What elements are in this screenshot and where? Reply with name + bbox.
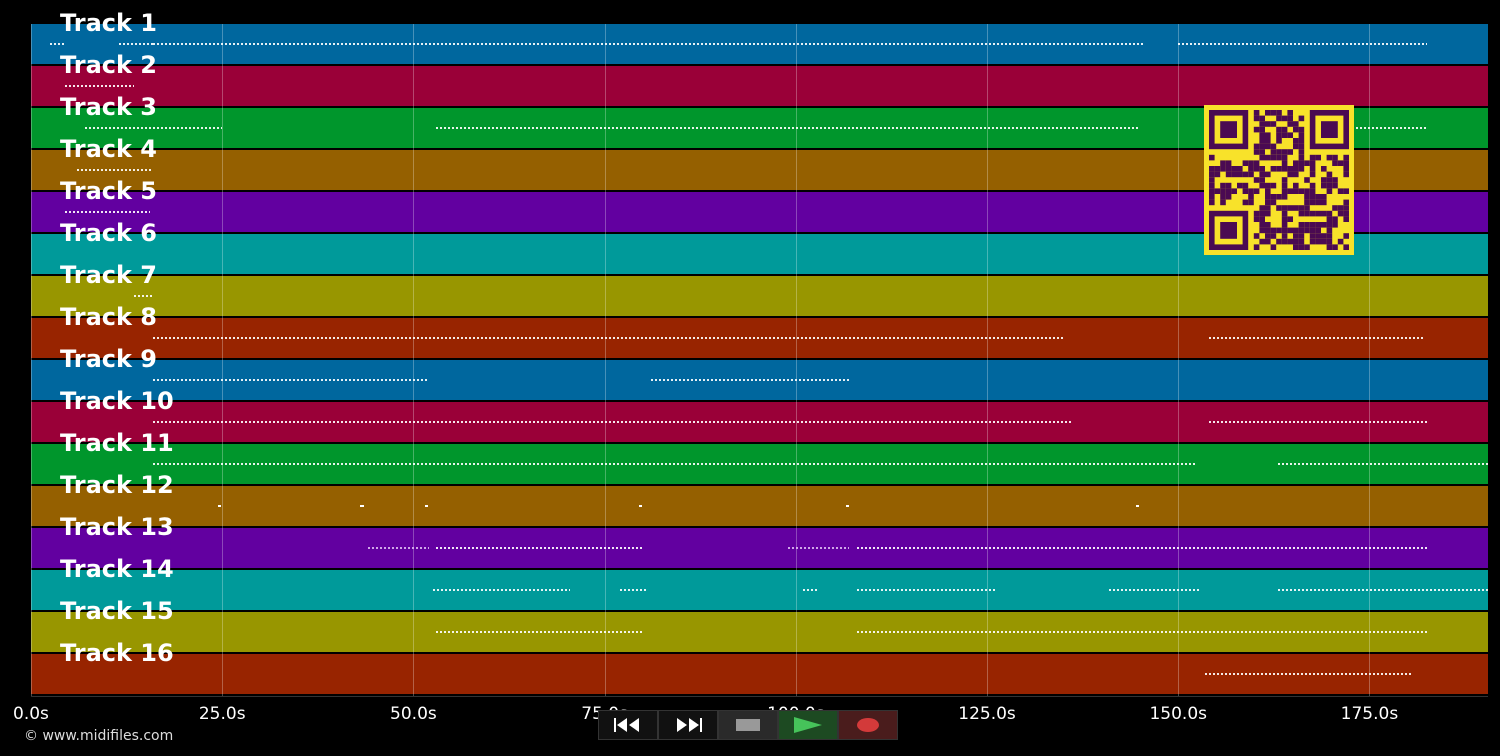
track-2-label: Track 2 xyxy=(60,51,158,79)
note-segment xyxy=(65,85,135,87)
note-segment xyxy=(845,505,849,507)
note-segment xyxy=(857,631,1427,633)
note-segment xyxy=(153,421,1072,423)
time-axis-line xyxy=(31,696,1488,697)
transport-controls xyxy=(598,710,898,740)
time-tick-label: 150.0s xyxy=(1149,704,1207,724)
gridline xyxy=(796,24,797,696)
record-icon xyxy=(857,718,879,732)
note-segment xyxy=(1109,589,1202,591)
time-tick-label: 175.0s xyxy=(1340,704,1399,724)
note-segment xyxy=(218,505,221,507)
track-11-label: Track 11 xyxy=(60,429,174,457)
track-5-label: Track 5 xyxy=(60,177,158,205)
note-segment xyxy=(1208,421,1427,423)
gridline xyxy=(222,24,223,696)
note-segment xyxy=(76,169,154,171)
note-segment xyxy=(639,505,643,507)
note-segment xyxy=(1178,43,1427,45)
fast-forward-button[interactable] xyxy=(658,710,718,740)
track-9-label: Track 9 xyxy=(60,345,158,373)
track-6-label: Track 6 xyxy=(60,219,158,247)
note-segment xyxy=(857,547,1427,549)
note-segment xyxy=(619,589,647,591)
track-13-label: Track 13 xyxy=(60,513,174,541)
record-button[interactable] xyxy=(838,710,898,740)
stop-icon xyxy=(736,719,760,731)
track-10-label: Track 10 xyxy=(60,387,174,415)
time-tick-label: 125.0s xyxy=(958,704,1016,724)
note-segment xyxy=(650,379,850,381)
track-7-label: Track 7 xyxy=(60,261,158,289)
fast-forward-icon xyxy=(677,718,702,732)
track-4-label: Track 4 xyxy=(60,135,158,163)
note-segment xyxy=(153,337,857,339)
time-tick-label: 25.0s xyxy=(198,704,246,724)
note-segment xyxy=(436,631,643,633)
note-segment xyxy=(857,337,1064,339)
gridline xyxy=(413,24,414,696)
note-segment xyxy=(1277,589,1488,591)
note-segment xyxy=(359,505,364,507)
note-segment xyxy=(788,547,850,549)
note-segment xyxy=(1136,505,1140,507)
note-segment xyxy=(436,547,643,549)
track-14-lane xyxy=(31,570,1488,610)
track-14-label: Track 14 xyxy=(60,555,174,583)
gridline xyxy=(1369,24,1370,696)
time-tick-label: 50.0s xyxy=(390,704,437,724)
note-segment xyxy=(118,43,154,45)
note-segment xyxy=(1205,673,1412,675)
track-1-label: Track 1 xyxy=(60,9,158,37)
copyright-text: © www.midifiles.com xyxy=(24,728,174,744)
note-segment xyxy=(367,547,429,549)
rewind-icon xyxy=(614,718,639,732)
note-segment xyxy=(803,589,819,591)
note-segment xyxy=(424,505,428,507)
gridline xyxy=(1178,24,1179,696)
track-3-label: Track 3 xyxy=(60,93,158,121)
note-segment xyxy=(134,295,154,297)
note-segment xyxy=(84,127,223,129)
note-segment xyxy=(436,127,1140,129)
note-segment xyxy=(153,379,429,381)
gridline xyxy=(987,24,988,696)
gridline xyxy=(605,24,606,696)
track-7-lane xyxy=(31,276,1488,316)
time-tick-label: 0.0s xyxy=(13,704,49,724)
qr-code xyxy=(1204,105,1354,255)
note-segment xyxy=(153,463,1198,465)
note-segment xyxy=(432,589,571,591)
note-segment xyxy=(153,43,1144,45)
stop-button[interactable] xyxy=(718,710,778,740)
note-segment xyxy=(1277,463,1488,465)
note-segment xyxy=(50,43,66,45)
track-2-lane xyxy=(31,66,1488,106)
rewind-button[interactable] xyxy=(598,710,658,740)
note-segment xyxy=(65,211,150,213)
track-15-label: Track 15 xyxy=(60,597,174,625)
note-segment xyxy=(857,589,995,591)
track-12-lane xyxy=(31,486,1488,526)
track-16-label: Track 16 xyxy=(60,639,174,667)
play-button[interactable] xyxy=(778,710,838,740)
gridline xyxy=(31,24,32,696)
play-icon xyxy=(794,717,822,733)
track-12-label: Track 12 xyxy=(60,471,174,499)
track-8-label: Track 8 xyxy=(60,303,158,331)
note-segment xyxy=(1208,337,1423,339)
